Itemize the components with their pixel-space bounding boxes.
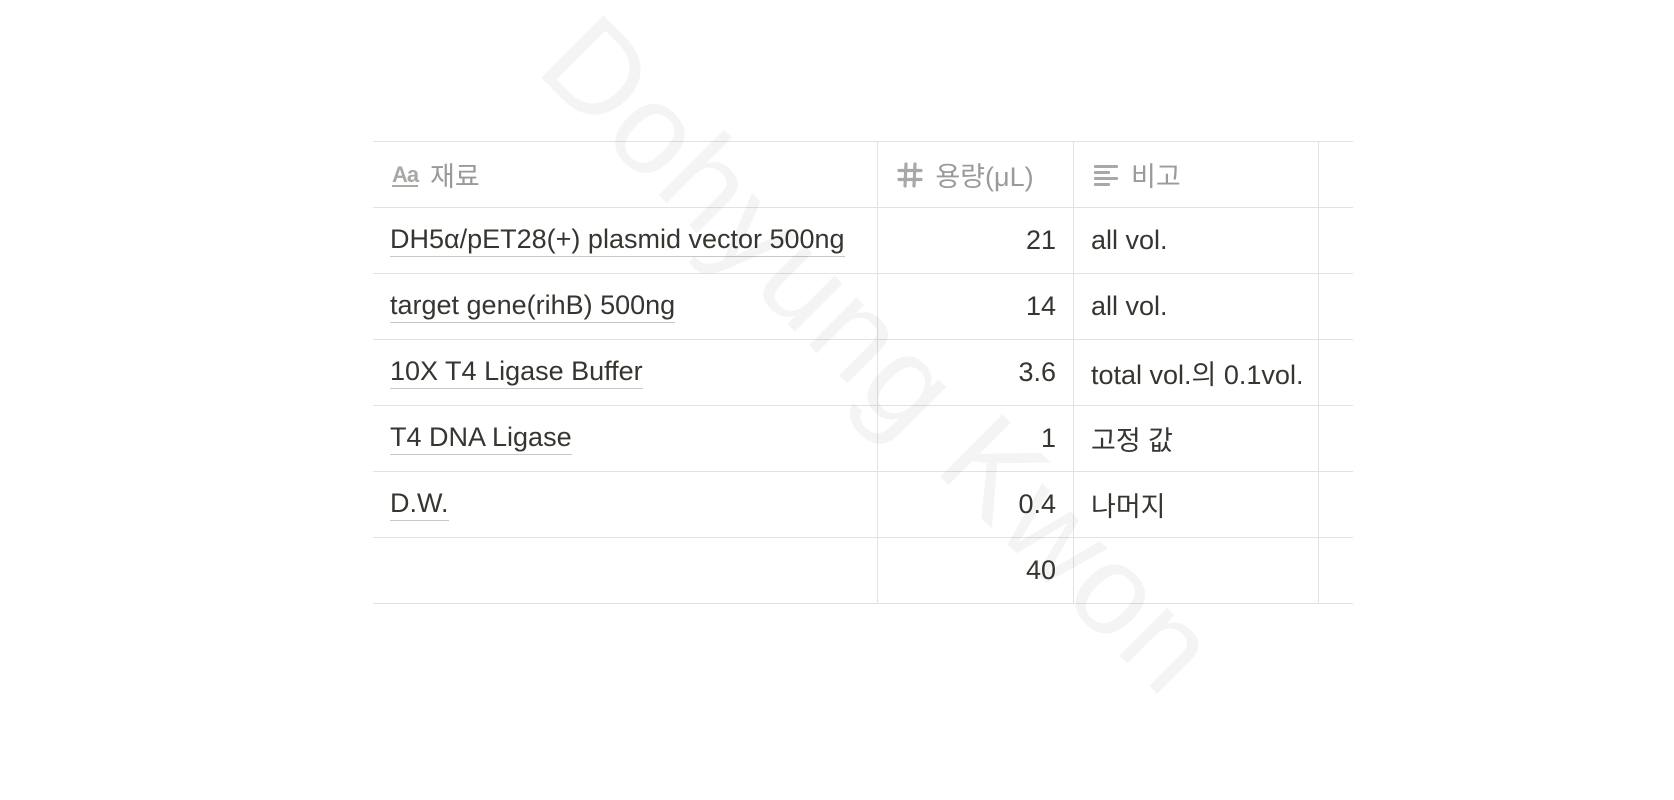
page-link[interactable]: D.W.	[390, 488, 449, 521]
cell-amount[interactable]: 21	[878, 208, 1074, 273]
cell-amount[interactable]: 0.4	[878, 472, 1074, 537]
cell-extra	[1319, 274, 1353, 339]
cell-name[interactable]: T4 DNA Ligase	[373, 406, 879, 471]
cell-note[interactable]: 나머지	[1074, 472, 1320, 537]
table-row[interactable]: D.W. 0.4 나머지	[373, 472, 1353, 538]
cell-name[interactable]: 10X T4 Ligase Buffer	[373, 340, 879, 405]
column-header-label: 비고	[1131, 162, 1181, 192]
column-header-note[interactable]: 비고	[1074, 142, 1320, 207]
table-row[interactable]: target gene(rihB) 500ng 14 all vol.	[373, 274, 1353, 340]
column-header-extra	[1319, 142, 1353, 207]
table-row[interactable]: T4 DNA Ligase 1 고정 값	[373, 406, 1353, 472]
page-link[interactable]: DH5α/pET28(+) plasmid vector 500ng	[390, 224, 845, 257]
column-header-amount[interactable]: 용량(μL)	[878, 142, 1074, 207]
text-lines-icon	[1091, 160, 1121, 190]
table-row[interactable]: DH5α/pET28(+) plasmid vector 500ng 21 al…	[373, 208, 1353, 274]
cell-extra	[1319, 538, 1353, 603]
aa-title-icon: Aa	[391, 161, 419, 187]
cell-extra	[1319, 472, 1353, 537]
page-link[interactable]: T4 DNA Ligase	[390, 422, 572, 455]
cell-note[interactable]: total vol.의 0.1vol.	[1074, 340, 1320, 405]
cell-amount[interactable]: 1	[878, 406, 1074, 471]
cell-note[interactable]: 고정 값	[1074, 406, 1320, 471]
cell-extra	[1319, 340, 1353, 405]
table-row[interactable]: 10X T4 Ligase Buffer 3.6 total vol.의 0.1…	[373, 340, 1353, 406]
cell-extra	[1319, 406, 1353, 471]
number-hash-icon	[895, 160, 925, 190]
page-link[interactable]: 10X T4 Ligase Buffer	[390, 356, 643, 389]
page-link[interactable]: target gene(rihB) 500ng	[390, 290, 676, 323]
column-header-label: 재료	[430, 162, 480, 192]
cell-extra	[1319, 208, 1353, 273]
cell-name[interactable]: D.W.	[373, 472, 879, 537]
cell-note[interactable]: all vol.	[1074, 274, 1320, 339]
cell-name[interactable]: DH5α/pET28(+) plasmid vector 500ng	[373, 208, 879, 273]
cell-amount[interactable]: 3.6	[878, 340, 1074, 405]
table-row[interactable]: 40	[373, 538, 1353, 604]
cell-note[interactable]: all vol.	[1074, 208, 1320, 273]
cell-name[interactable]	[373, 538, 879, 603]
cell-note[interactable]	[1074, 538, 1320, 603]
table-header-row: Aa 재료 용량(μL)	[373, 142, 1353, 208]
cell-amount[interactable]: 14	[878, 274, 1074, 339]
database-table: Aa 재료 용량(μL)	[373, 141, 1353, 604]
cell-amount[interactable]: 40	[878, 538, 1074, 603]
column-header-label: 용량(μL)	[935, 162, 1034, 192]
cell-name[interactable]: target gene(rihB) 500ng	[373, 274, 879, 339]
column-header-name[interactable]: Aa 재료	[373, 142, 879, 207]
